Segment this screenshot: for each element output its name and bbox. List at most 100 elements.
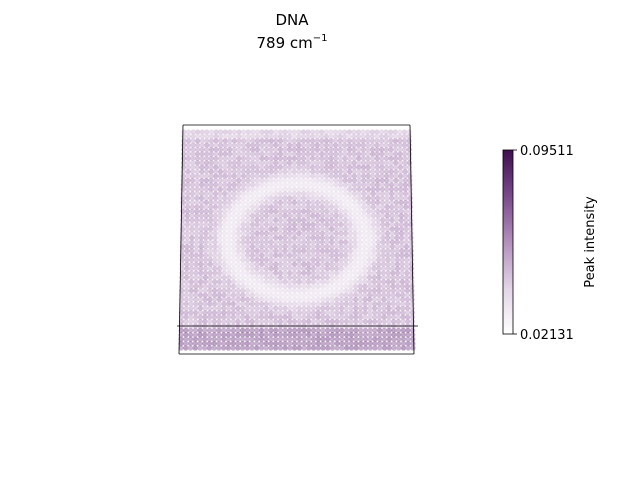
scatter-point — [324, 283, 330, 289]
scatter-point — [355, 129, 362, 135]
scatter-point — [273, 257, 279, 263]
scatter-point — [287, 239, 293, 245]
scatter-point — [254, 177, 260, 184]
scatter-point — [236, 195, 242, 201]
scatter-point — [323, 138, 330, 144]
scatter-point — [351, 155, 357, 162]
scatter-point — [245, 195, 251, 201]
scatter-point — [328, 160, 334, 166]
scatter-point — [395, 279, 401, 285]
scatter-point — [193, 296, 199, 303]
scatter-point — [333, 160, 339, 166]
scatter-point — [213, 160, 219, 166]
scatter-point — [291, 129, 297, 135]
scatter-point — [366, 226, 372, 232]
scatter-point — [221, 270, 227, 276]
scatter-point — [323, 142, 330, 148]
scatter-point — [198, 221, 204, 228]
scatter-point — [291, 164, 297, 170]
scatter-point — [245, 266, 251, 272]
scatter-point — [235, 248, 241, 254]
scatter-point — [259, 182, 265, 188]
scatter-point — [352, 288, 359, 294]
scatter-point — [310, 314, 317, 320]
scatter-point — [208, 173, 214, 179]
scatter-point — [361, 248, 368, 254]
scatter-point — [235, 266, 241, 272]
scatter-point — [204, 155, 210, 162]
scatter-point — [320, 336, 326, 342]
scatter-point — [337, 155, 343, 162]
scatter-point — [212, 208, 219, 214]
scatter-point — [393, 177, 399, 184]
scatter-point — [394, 270, 401, 276]
scatter-point — [277, 239, 284, 245]
scatter-point — [357, 274, 363, 281]
scatter-point — [226, 305, 232, 311]
scatter-point — [273, 310, 279, 316]
scatter-point — [207, 292, 213, 298]
scatter-point — [362, 270, 368, 276]
scatter-point — [395, 305, 401, 311]
scatter-point — [397, 160, 403, 166]
scatter-point — [254, 327, 260, 333]
scatter-point — [357, 314, 364, 320]
scatter-point — [245, 248, 251, 254]
scatter-point — [371, 292, 378, 298]
scatter-point — [207, 314, 213, 320]
scatter-point — [282, 239, 288, 245]
scatter-point — [338, 230, 344, 236]
scatter-point — [324, 274, 330, 281]
scatter-point — [240, 244, 246, 250]
scatter-point — [356, 142, 362, 148]
scatter-point — [328, 142, 334, 148]
scatter-point — [305, 160, 311, 166]
scatter-point — [240, 279, 246, 285]
scatter-point — [268, 288, 274, 294]
scatter-point — [365, 191, 372, 197]
scatter-point — [185, 133, 192, 140]
scatter-point — [404, 270, 410, 276]
scatter-point — [282, 151, 288, 157]
scatter-point — [282, 296, 288, 303]
scatter-point — [258, 305, 265, 311]
scatter-point — [277, 147, 284, 153]
scatter-point — [259, 151, 265, 157]
scatter-point — [357, 252, 363, 259]
scatter-point — [273, 296, 279, 303]
scatter-point — [333, 155, 339, 162]
scatter-point — [245, 186, 251, 192]
scatter-point — [389, 239, 395, 245]
scatter-point — [333, 252, 340, 259]
scatter-point — [244, 283, 251, 289]
scatter-point — [296, 283, 302, 289]
scatter-point — [188, 279, 194, 285]
scatter-point — [375, 191, 381, 197]
scatter-point — [375, 244, 382, 250]
scatter-point — [362, 261, 368, 267]
scatter-point — [208, 204, 214, 210]
scatter-point — [188, 305, 194, 311]
scatter-point — [184, 226, 190, 232]
scatter-point — [230, 296, 236, 303]
scatter-point — [310, 235, 316, 241]
scatter-point — [301, 261, 307, 267]
scatter-point — [328, 182, 334, 188]
scatter-point — [378, 129, 385, 135]
scatter-point — [259, 191, 265, 197]
scatter-point — [192, 318, 199, 325]
scatter-point — [203, 195, 209, 201]
scatter-point — [226, 283, 232, 289]
scatter-point — [189, 208, 195, 214]
scatter-point — [397, 129, 403, 135]
scatter-point — [381, 336, 388, 342]
scatter-point — [240, 199, 246, 206]
scatter-point — [319, 182, 325, 188]
scatter-point — [291, 182, 297, 188]
scatter-point — [394, 261, 401, 267]
scatter-point — [199, 147, 205, 153]
scatter-point — [362, 332, 369, 338]
scatter-point — [185, 191, 191, 197]
scatter-point — [268, 239, 274, 245]
scatter-point — [362, 327, 369, 333]
